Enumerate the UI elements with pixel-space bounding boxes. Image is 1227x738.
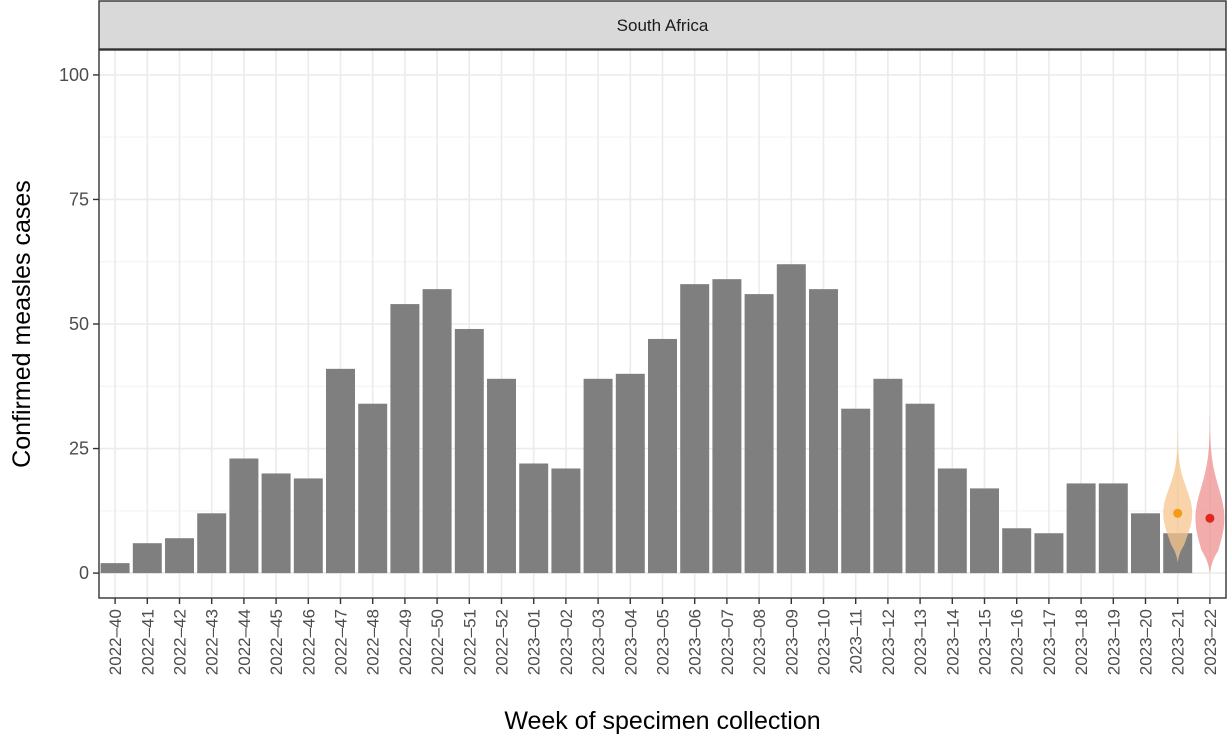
y-axis: 0 25 50 75 100 bbox=[59, 65, 99, 583]
x-tick-label: 2023–01 bbox=[525, 609, 544, 675]
x-tick-label: 2023–19 bbox=[1104, 609, 1123, 675]
y-tick-label: 100 bbox=[59, 65, 89, 85]
bar-2023–18 bbox=[1066, 483, 1096, 574]
y-tick-label: 50 bbox=[69, 314, 89, 334]
x-axis-title: Week of specimen collection bbox=[504, 707, 820, 735]
x-tick-label: 2023–04 bbox=[621, 609, 640, 675]
x-tick-label: 2022–50 bbox=[428, 609, 447, 675]
x-tick-label: 2023–12 bbox=[879, 609, 898, 675]
bar-2023–07 bbox=[712, 279, 742, 574]
bar-2023–03 bbox=[583, 378, 613, 574]
point-2023–22 bbox=[1205, 513, 1215, 523]
bar-2022–44 bbox=[229, 458, 259, 574]
x-tick-label: 2023–02 bbox=[557, 609, 576, 675]
bar-2023–04 bbox=[615, 373, 645, 574]
bar-2022–47 bbox=[326, 368, 355, 574]
bar-2023–09 bbox=[776, 264, 806, 574]
bar-2023–05 bbox=[648, 338, 677, 574]
y-tick-label: 25 bbox=[69, 439, 89, 459]
x-tick-label: 2022–45 bbox=[267, 609, 286, 675]
bar-2023–17 bbox=[1034, 533, 1064, 574]
x-tick-label: 2023–21 bbox=[1169, 609, 1188, 675]
point-2023–21 bbox=[1173, 508, 1183, 518]
x-tick-label: 2022–42 bbox=[171, 609, 190, 675]
facet-title: South Africa bbox=[617, 16, 709, 35]
bar-2022–40 bbox=[100, 563, 130, 574]
x-tick-label: 2023–22 bbox=[1201, 609, 1220, 675]
bar-2022–50 bbox=[422, 289, 452, 574]
bar-2022–46 bbox=[293, 478, 323, 574]
x-tick-label: 2022–51 bbox=[460, 609, 479, 675]
x-tick-label: 2023–05 bbox=[654, 609, 673, 675]
x-tick-label: 2022–43 bbox=[203, 609, 222, 675]
bars bbox=[100, 264, 1193, 574]
bar-2023–14 bbox=[937, 468, 967, 574]
bar-2023–02 bbox=[551, 468, 581, 574]
bar-2022–41 bbox=[132, 543, 162, 574]
x-tick-label: 2022–49 bbox=[396, 609, 415, 675]
bar-2023–01 bbox=[519, 463, 549, 574]
x-tick-label: 2023–13 bbox=[911, 609, 930, 675]
bar-2023–06 bbox=[680, 284, 710, 574]
x-tick-label: 2022–48 bbox=[364, 609, 383, 675]
bar-2022–45 bbox=[261, 473, 291, 574]
bar-2023–10 bbox=[809, 289, 838, 574]
bar-2022–42 bbox=[165, 538, 194, 574]
violin-2023–22 bbox=[1195, 388, 1225, 574]
x-tick-label: 2023–06 bbox=[686, 609, 705, 675]
x-tick-label: 2023–11 bbox=[847, 609, 866, 674]
x-tick-label: 2022–41 bbox=[138, 609, 157, 675]
x-tick-label: 2023–20 bbox=[1137, 609, 1156, 675]
x-tick-label: 2023–18 bbox=[1072, 609, 1091, 675]
x-tick-label: 2023–17 bbox=[1040, 609, 1059, 675]
bar-2023–15 bbox=[970, 488, 999, 574]
bar-2022–49 bbox=[390, 304, 420, 574]
x-tick-label: 2023–07 bbox=[718, 609, 737, 675]
bar-2022–43 bbox=[197, 513, 227, 574]
x-tick-label: 2023–15 bbox=[976, 609, 995, 675]
y-axis-title: Confirmed measles cases bbox=[8, 180, 36, 468]
x-tick-label: 2022–40 bbox=[106, 609, 125, 675]
x-tick-label: 2023–14 bbox=[943, 609, 962, 675]
x-axis: 2022–40 2022–41 2022–42 2022–43 2022–44 2022–… bbox=[106, 598, 1220, 675]
x-tick-label: 2023–09 bbox=[782, 609, 801, 675]
x-tick-label: 2022–52 bbox=[493, 609, 512, 675]
bar-2023–13 bbox=[905, 403, 935, 574]
x-tick-label: 2023–03 bbox=[589, 609, 608, 675]
bar-2022–51 bbox=[454, 328, 484, 574]
x-tick-label: 2022–47 bbox=[332, 609, 351, 675]
violin-2023–21 bbox=[1163, 413, 1193, 564]
x-tick-label: 2022–46 bbox=[299, 609, 318, 675]
bar-2023–11 bbox=[841, 408, 871, 574]
bar-2023–16 bbox=[1002, 528, 1032, 574]
nowcast-violins bbox=[1163, 388, 1225, 574]
bar-2023–20 bbox=[1131, 513, 1160, 574]
x-tick-label: 2023–10 bbox=[815, 609, 834, 675]
y-tick-label: 0 bbox=[79, 563, 89, 583]
bar-2023–08 bbox=[744, 294, 774, 574]
bar-2023–12 bbox=[873, 378, 903, 574]
y-tick-label: 75 bbox=[69, 189, 89, 209]
bar-2023–19 bbox=[1098, 483, 1128, 574]
bar-2022–52 bbox=[487, 378, 516, 574]
facet-strip bbox=[98, 0, 1227, 50]
x-tick-label: 2023–16 bbox=[1008, 609, 1027, 675]
bar-2022–48 bbox=[358, 403, 388, 574]
x-tick-label: 2022–44 bbox=[235, 609, 254, 675]
x-tick-label: 2023–08 bbox=[750, 609, 769, 675]
